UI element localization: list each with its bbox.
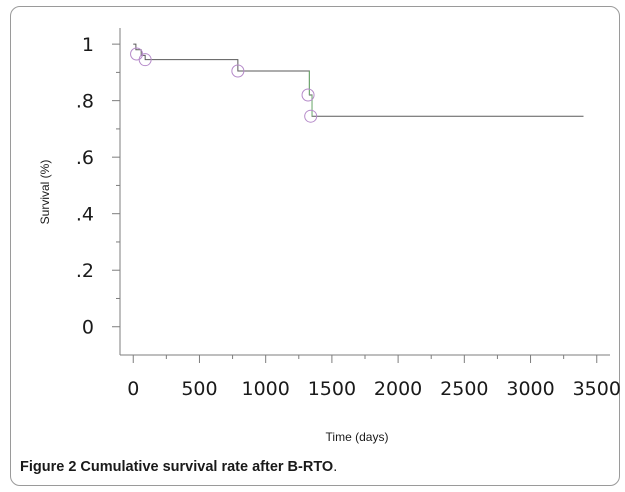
figure-caption-text: Cumulative survival rate after B-RTO (76, 459, 334, 475)
y-tick-label: 0 (82, 317, 94, 339)
censor-mark (231, 64, 245, 78)
chart-censor-marks (130, 47, 318, 123)
figure-frame (10, 6, 620, 486)
survival-curve (133, 43, 584, 117)
x-tick-label: 500 (181, 378, 217, 400)
y-tick-label: 1 (82, 34, 94, 56)
chart-axes (119, 28, 610, 356)
figure-caption-label: Figure 2 (20, 459, 77, 475)
y-tick-label: .4 (76, 204, 94, 226)
y-tick-label: .6 (76, 147, 94, 169)
x-tick-label: 1500 (308, 378, 356, 400)
censor-mark (138, 53, 152, 67)
x-tick-label: 2500 (440, 378, 488, 400)
censor-mark (301, 88, 315, 102)
x-tick-label: 1000 (241, 378, 289, 400)
censor-mark (304, 109, 318, 123)
chart-ticks: 0 .2 .4 .6 .8 1 0 500 1000 1500 2000 2500 3000 3500 (76, 34, 621, 400)
x-tick-label: 2000 (374, 378, 422, 400)
chart-series (133, 43, 584, 117)
x-tick-label: 3000 (506, 378, 554, 400)
x-axis-title: Time (days) (326, 430, 389, 444)
x-tick-label: 3500 (573, 378, 621, 400)
figure-caption-suffix: . (333, 459, 338, 475)
figure-caption: Figure 2 Cumulative survival rate after … (20, 459, 337, 475)
y-tick-label: .2 (76, 260, 94, 282)
y-axis-title: Survival (%) (38, 160, 52, 225)
x-tick-label: 0 (127, 378, 139, 400)
y-tick-label: .8 (76, 91, 94, 113)
